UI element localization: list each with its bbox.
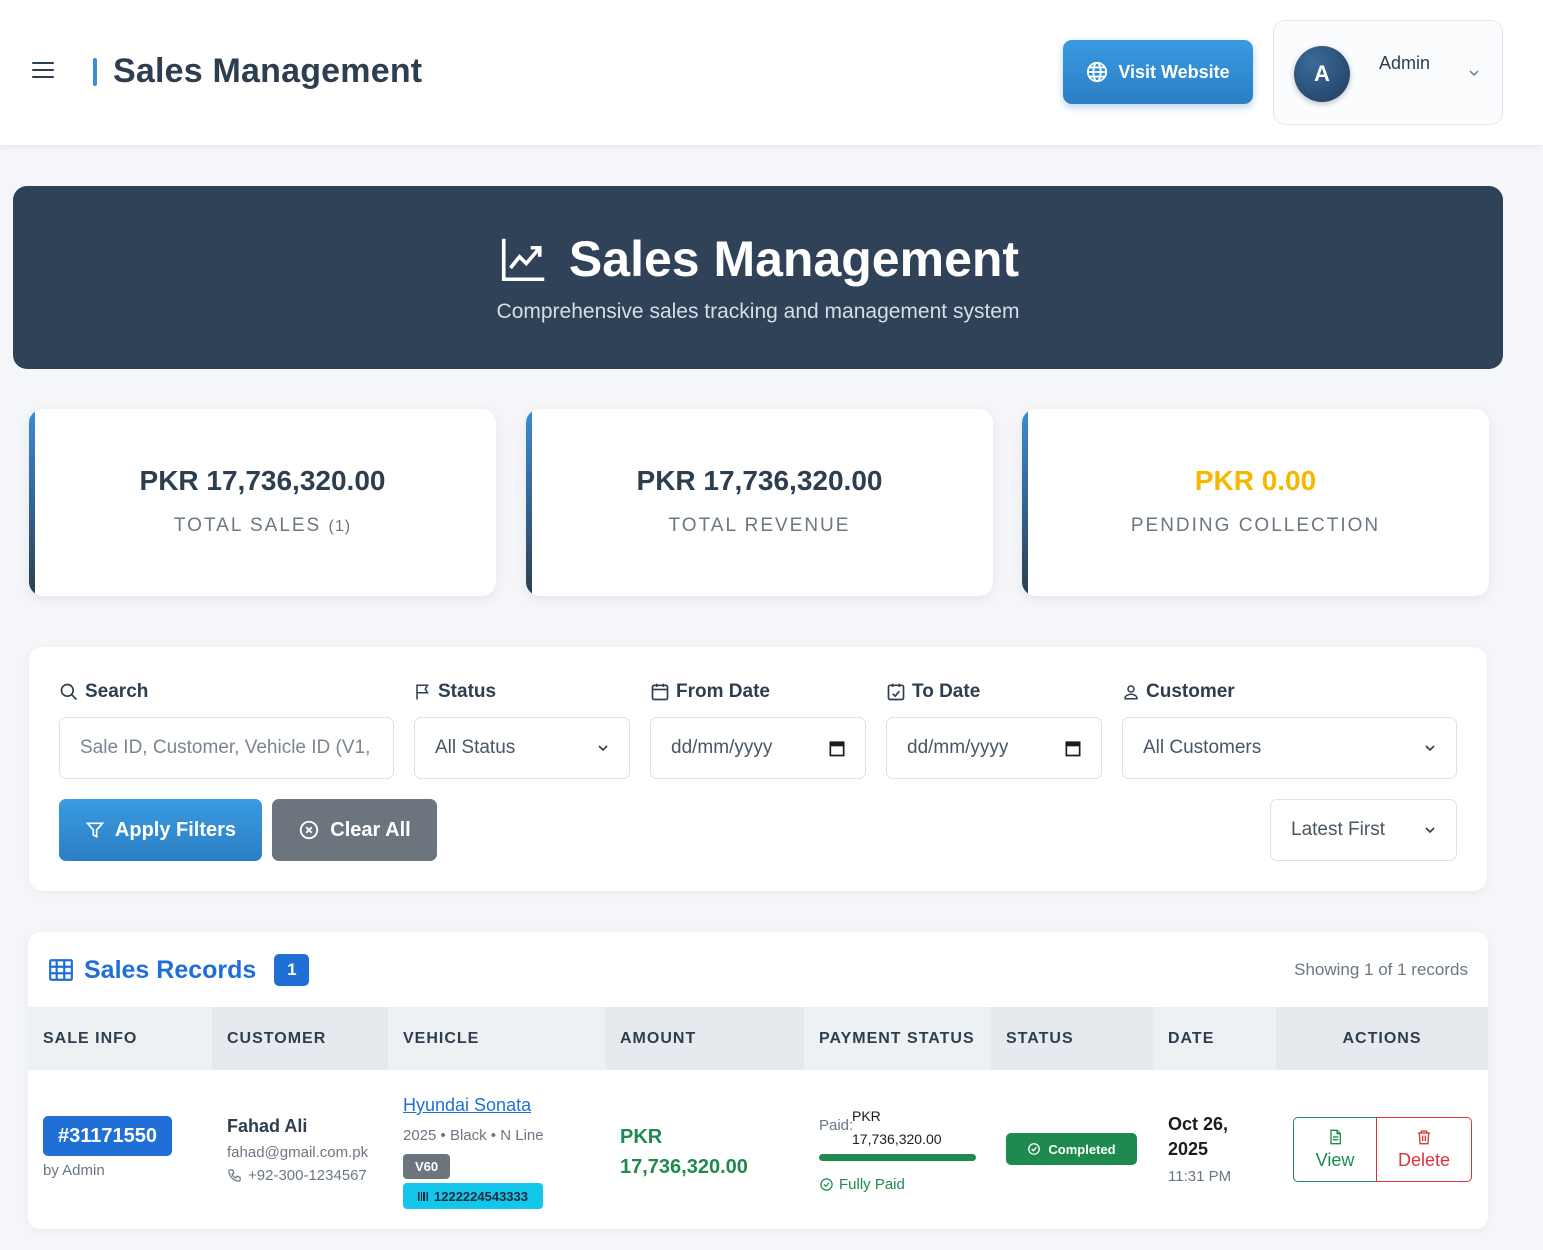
records-count-badge: 1 (274, 954, 310, 986)
visit-website-label: Visit Website (1118, 61, 1230, 82)
paid-currency: PKR (852, 1108, 881, 1124)
sale-date: Oct 26, 2025 (1168, 1114, 1229, 1159)
customer-label: Customer (1122, 681, 1235, 703)
visit-website-button[interactable]: Visit Website (1063, 40, 1253, 104)
table-row: #31171550 by Admin Fahad Ali fahad@gmail… (28, 1070, 1488, 1229)
trash-icon (1418, 1130, 1430, 1145)
flag-icon (416, 684, 429, 700)
sales-records-panel: Sales Records 1 Showing 1 of 1 records S… (28, 932, 1488, 1229)
vehicle-link[interactable]: Hyundai Sonata (403, 1095, 532, 1115)
delete-button[interactable]: Delete (1376, 1117, 1472, 1182)
phone-icon (228, 1169, 241, 1182)
table-header: SALE INFO CUSTOMER VEHICLE AMOUNT PAYMEN… (28, 1007, 1488, 1070)
stat-value: PKR 17,736,320.00 (636, 465, 883, 496)
user-name: Admin (1379, 53, 1431, 73)
person-icon (1124, 685, 1138, 700)
barcode-icon (418, 1191, 428, 1201)
title-accent (93, 58, 97, 86)
customer-name: Fahad Ali (227, 1116, 308, 1136)
chevron-down-icon (1425, 745, 1435, 752)
search-input[interactable]: Sale ID, Customer, Vehicle ID (V1, (59, 717, 394, 779)
stat-count: (1) (328, 518, 352, 535)
col-actions: ACTIONS (1276, 1007, 1488, 1070)
search-icon (60, 683, 78, 701)
clear-all-button[interactable]: Clear All (272, 799, 437, 861)
vehicle-meta: 2025 • Black • N Line (403, 1127, 544, 1144)
status-label: Status (414, 681, 496, 703)
payment-progress-fill (819, 1154, 976, 1161)
paid-label: Paid: (819, 1117, 854, 1134)
hero-banner: Sales Management Comprehensive sales tra… (13, 186, 1503, 369)
table-icon (49, 959, 73, 981)
col-sale-info: SALE INFO (43, 1029, 138, 1047)
search-label: Search (59, 681, 148, 703)
sort-select[interactable]: Latest First (1270, 799, 1457, 861)
chevron-down-icon (1425, 827, 1435, 834)
sale-time: 11:31 PM (1168, 1168, 1232, 1185)
sale-by: by Admin (43, 1162, 105, 1179)
amount-value: 17,736,320.00 (620, 1156, 748, 1178)
customer-select[interactable]: All Customers (1122, 717, 1457, 779)
col-customer: CUSTOMER (212, 1007, 388, 1070)
vehicle-code-badge: V60 (403, 1154, 451, 1179)
calendar-icon (651, 683, 669, 701)
stat-label: TOTAL REVENUE (668, 515, 851, 536)
menu-icon[interactable] (32, 62, 54, 80)
close-circle-icon (300, 820, 319, 840)
avatar: A (1294, 46, 1350, 102)
view-button[interactable]: View (1293, 1117, 1377, 1182)
hero-title: Sales Management (13, 230, 1503, 288)
stat-card-total-sales: PKR 17,736,320.00 TOTAL SALES (1) (29, 409, 496, 596)
col-date: DATE (1168, 1029, 1215, 1047)
chevron-down-icon (598, 745, 608, 752)
col-status: STATUS (991, 1007, 1153, 1070)
customer-phone: +92-300-1234567 (227, 1167, 367, 1184)
from-date-label: From Date (650, 681, 770, 703)
stat-value: PKR 0.00 (1194, 465, 1317, 496)
calendar-icon (829, 741, 845, 757)
stat-label: TOTAL SALES (1) (173, 515, 352, 536)
filter-icon (85, 822, 105, 839)
hero-subtitle: Comprehensive sales tracking and managem… (496, 300, 1020, 323)
records-showing: Showing 1 of 1 records (1294, 960, 1468, 979)
chart-line-icon (501, 238, 545, 282)
top-bar: Sales Management Visit Website A Admin (0, 0, 1543, 145)
check-circle-icon (820, 1178, 833, 1191)
document-icon (1330, 1129, 1341, 1145)
amount: PKR 17,736,320.00 (620, 1122, 748, 1182)
col-amount: AMOUNT (605, 1007, 804, 1070)
calendar-check-icon (887, 683, 905, 701)
status-badge: Completed (1006, 1133, 1137, 1165)
calendar-icon (1065, 741, 1081, 757)
col-vehicle: VEHICLE (403, 1029, 480, 1047)
to-date-label: To Date (886, 681, 980, 703)
apply-filters-button[interactable]: Apply Filters (59, 799, 262, 861)
stat-card-total-revenue: PKR 17,736,320.00 TOTAL REVENUE (526, 409, 993, 596)
stat-value: PKR 17,736,320.00 (139, 465, 386, 496)
user-menu[interactable]: A Admin (1273, 20, 1503, 125)
globe-icon (1087, 61, 1108, 83)
chevron-down-icon (1469, 70, 1479, 76)
hero-title-text: Sales Management (568, 231, 1020, 287)
customer-email: fahad@gmail.com.pk (227, 1144, 369, 1161)
to-date-input[interactable]: dd/mm/yyyy (886, 717, 1102, 779)
stat-label: PENDING COLLECTION (1130, 515, 1381, 536)
records-title: Sales Records 1 (48, 954, 310, 986)
filters-panel: Search Sale ID, Customer, Vehicle ID (V1… (29, 647, 1487, 891)
paid-value: 17,736,320.00 (852, 1131, 942, 1147)
sale-id-badge[interactable]: #31171550 (43, 1116, 173, 1156)
check-circle-icon (1028, 1143, 1041, 1155)
payment-status: Fully Paid (819, 1176, 905, 1193)
amount-currency: PKR (620, 1126, 663, 1148)
page-title: Sales Management (113, 52, 423, 90)
col-payment-status: PAYMENT STATUS (819, 1029, 975, 1047)
stat-card-pending-collection: PKR 0.00 PENDING COLLECTION (1022, 409, 1489, 596)
from-date-input[interactable]: dd/mm/yyyy (650, 717, 866, 779)
payment-progress-bar (819, 1154, 976, 1161)
vehicle-vin-badge: 1222224543333 (403, 1183, 543, 1209)
status-select[interactable]: All Status (414, 717, 630, 779)
paid-amount: PKR 17,736,320.00 (852, 1105, 942, 1151)
